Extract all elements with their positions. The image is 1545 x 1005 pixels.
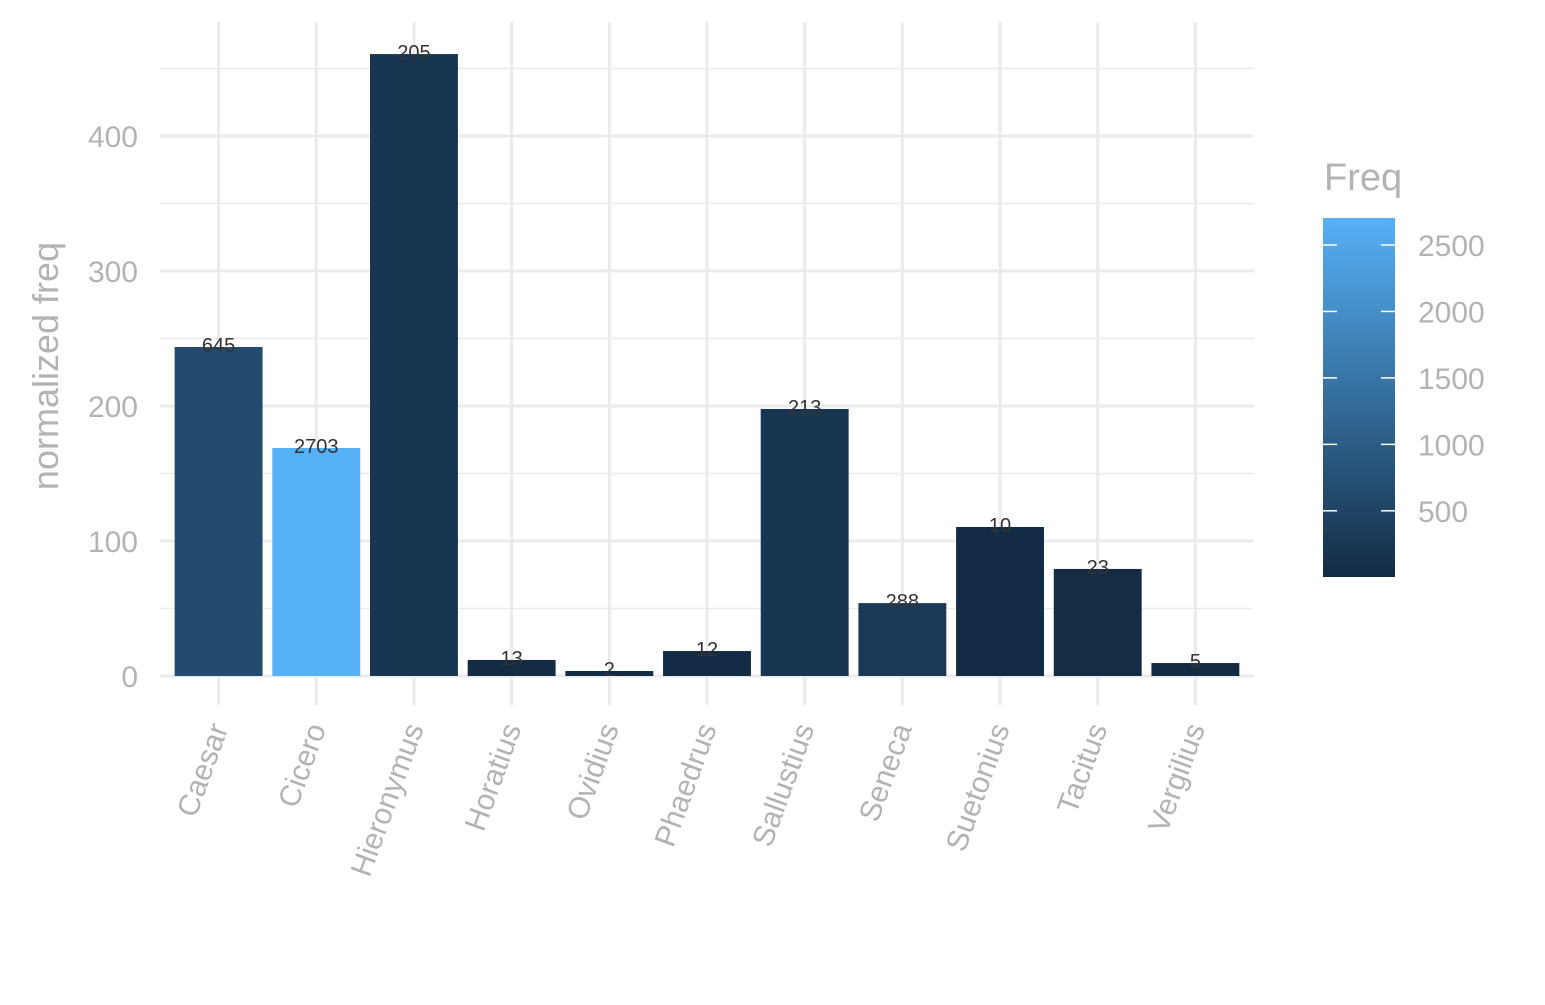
bar-horatius	[467, 659, 556, 676]
legend-colorbar	[1323, 218, 1395, 577]
bar-label: 205	[397, 42, 430, 64]
bar-vergilius	[1151, 663, 1240, 676]
legend-tick-label: 1000	[1418, 429, 1485, 462]
x-tick-label: Hieronymus	[345, 719, 431, 881]
y-axis-title: normalized freq	[25, 242, 66, 490]
bar-tacitus	[1053, 568, 1142, 676]
x-tick-label: Seneca	[853, 719, 919, 826]
bar-phaedrus	[663, 651, 751, 676]
x-tick-label: Caesar	[171, 719, 235, 821]
legend: Freq 500 1000 1500 2000 2500	[1323, 157, 1485, 577]
bar-label: 13	[501, 648, 523, 670]
x-tick-label: Vergilius	[1142, 719, 1212, 837]
bar-cicero	[272, 447, 361, 676]
y-tick-label: 100	[88, 526, 138, 559]
x-tick-label: Cicero	[272, 719, 333, 812]
bar-label: 10	[989, 515, 1011, 537]
bar-label: 213	[788, 397, 821, 419]
legend-tick-label: 500	[1418, 496, 1468, 529]
y-axis-ticks: 0 100 200 300 400	[88, 121, 138, 694]
bar-labels: 645 2703 205 13 2 12 213 288 10 23 5	[202, 42, 1201, 681]
y-tick-label: 0	[121, 661, 138, 694]
bar-label: 12	[696, 639, 718, 661]
bar-label: 5	[1190, 651, 1201, 673]
bar-caesar	[174, 347, 263, 676]
x-tick-label: Tacitus	[1051, 719, 1114, 818]
x-tick-label: Suetonius	[940, 719, 1017, 856]
bars	[174, 54, 1240, 677]
bar-label: 23	[1087, 557, 1109, 579]
bar-label: 288	[886, 591, 919, 613]
x-axis-ticks: Caesar Cicero Hieronymus Horatius Ovidius Pha…	[171, 719, 1212, 881]
bar-label: 645	[202, 335, 235, 357]
bar-hieronymus	[370, 54, 458, 677]
x-tick-label: Ovidius	[561, 719, 626, 824]
x-tick-label: Phaedrus	[649, 719, 724, 851]
bar-label: 2	[604, 659, 615, 681]
legend-tick-label: 1500	[1418, 363, 1485, 396]
y-tick-label: 300	[88, 256, 138, 289]
bar-ovidius	[565, 671, 654, 676]
legend-tick-label: 2000	[1418, 296, 1485, 329]
bar-seneca	[858, 603, 947, 676]
legend-title: Freq	[1324, 157, 1402, 199]
x-tick-label: Sallustius	[746, 719, 821, 851]
legend-tick-label: 2500	[1418, 230, 1485, 263]
y-tick-label: 400	[88, 121, 138, 154]
x-tick-label: Horatius	[459, 719, 528, 835]
y-tick-label: 200	[88, 391, 138, 424]
bar-suetonius	[956, 526, 1044, 676]
bar-label: 2703	[294, 436, 339, 458]
bar-sallustius	[760, 408, 849, 676]
